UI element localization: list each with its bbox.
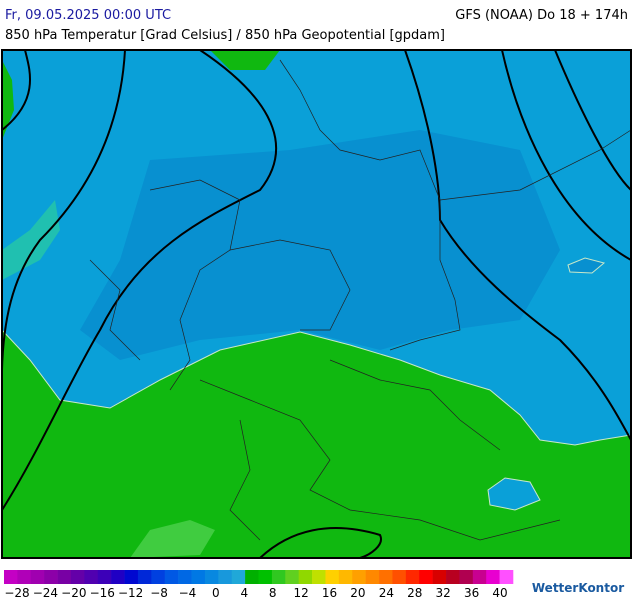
map <box>1 49 632 559</box>
borders <box>89 59 631 541</box>
color-swatch <box>446 570 460 584</box>
colorbar-label: 40 <box>492 586 507 600</box>
color-swatch <box>17 570 32 584</box>
color-swatch <box>164 570 179 584</box>
colorbar-label: −8 <box>150 586 168 600</box>
warm-patch <box>130 520 215 558</box>
color-swatch <box>271 570 286 584</box>
colorbar-label: −16 <box>90 586 115 600</box>
colorbar-label: −4 <box>179 586 197 600</box>
colorbar-label: 8 <box>269 586 277 600</box>
color-swatch <box>392 570 407 584</box>
color-swatch <box>151 570 166 584</box>
colorbar-label: 32 <box>436 586 451 600</box>
colorbar: −28 −24 −20 −16 −12 −8 −4 0 4 8 12 16 20 24 28 32 36 40 <box>4 570 514 600</box>
color-swatch <box>204 570 219 584</box>
colorbar-label: 4 <box>240 586 248 600</box>
color-swatch <box>84 570 99 584</box>
colorbar-label: 0 <box>212 586 220 600</box>
warm-area <box>2 329 631 558</box>
color-swatch <box>218 570 233 584</box>
color-swatch <box>137 570 152 584</box>
colorbar-label: 28 <box>407 586 422 600</box>
color-swatch <box>298 570 313 584</box>
geopotential-contours <box>2 50 631 558</box>
color-swatch <box>486 570 500 584</box>
color-swatch <box>419 570 433 584</box>
color-swatch <box>285 570 299 584</box>
subtitle: 850 hPa Temperatur [Grad Celsius] / 850 … <box>5 28 445 43</box>
colorbar-label: 12 <box>293 586 308 600</box>
color-swatch <box>325 570 340 584</box>
color-swatch <box>379 570 393 584</box>
logo: WetterKontor <box>532 581 624 595</box>
datetime: Fr, 09.05.2025 00:00 UTC <box>5 8 171 23</box>
color-swatch <box>258 570 273 584</box>
light-area <box>2 200 60 280</box>
color-swatch <box>365 570 380 584</box>
color-swatch <box>245 570 259 584</box>
color-swatch <box>338 570 353 584</box>
color-swatch <box>44 570 58 584</box>
color-swatch <box>178 570 192 584</box>
colorbar-label: −12 <box>118 586 143 600</box>
color-swatch <box>231 570 246 584</box>
colorbar-label: −20 <box>61 586 86 600</box>
color-swatch <box>111 570 125 584</box>
color-swatch <box>405 570 420 584</box>
color-swatch <box>459 570 474 584</box>
cold-patch <box>487 477 541 511</box>
colorbar-label: 36 <box>464 586 479 600</box>
color-swatch <box>70 570 85 584</box>
color-swatch <box>312 570 326 584</box>
color-swatch <box>124 570 139 584</box>
cold-patch <box>567 257 606 274</box>
colorbar-label: −24 <box>33 586 58 600</box>
color-swatch <box>191 570 206 584</box>
color-swatch <box>432 570 447 584</box>
color-swatch <box>499 570 514 584</box>
color-swatch <box>472 570 487 584</box>
colorbar-label: 16 <box>322 586 337 600</box>
color-swatch <box>4 570 18 584</box>
model-run: GFS (NOAA) Do 18 + 174h <box>455 8 628 23</box>
colorbar-label: −28 <box>4 586 29 600</box>
color-swatch <box>30 570 45 584</box>
colder-area <box>80 130 560 360</box>
color-swatch <box>57 570 72 584</box>
warm-area <box>2 50 280 140</box>
colorbar-label: 24 <box>379 586 394 600</box>
map-frame <box>1 49 632 559</box>
color-swatch <box>97 570 112 584</box>
colorbar-label: 20 <box>350 586 365 600</box>
color-swatch <box>352 570 366 584</box>
